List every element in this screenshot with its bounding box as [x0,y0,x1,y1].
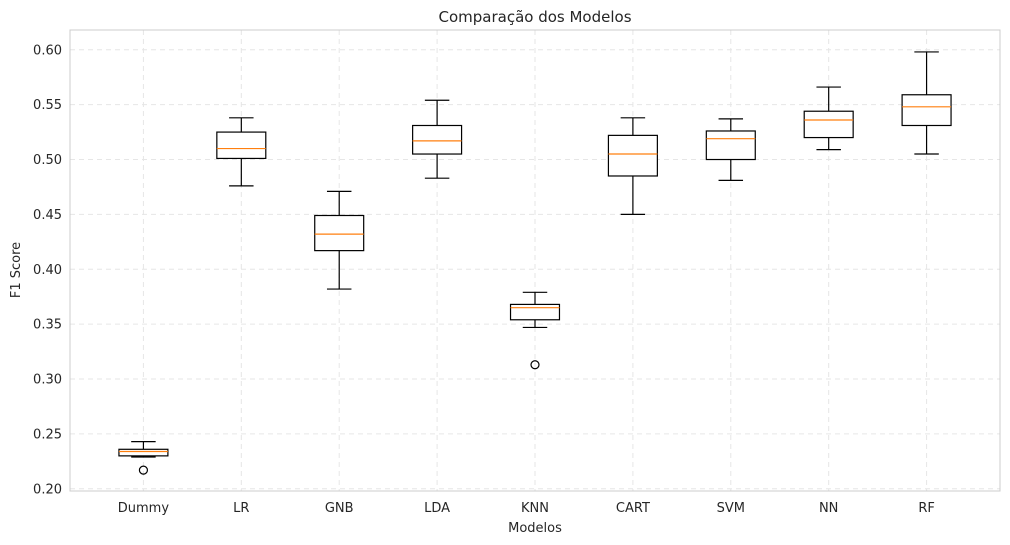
box-gnb [314,190,365,290]
box-layer [118,51,952,475]
box-iqr [607,134,658,177]
box-lr [216,117,267,187]
box-svm [705,118,756,181]
x-tick-label: NN [819,501,838,516]
box-iqr [509,303,561,321]
x-tick-label: CART [616,501,650,516]
box-iqr [118,448,169,457]
x-axis-ticks: Dummy LR GNB LDA KNN CART SVM NN RF [118,501,935,516]
x-tick-label: GNB [325,501,354,516]
outlier-point [530,360,540,370]
y-tick-label: 0.25 [33,427,62,442]
box-iqr [803,110,854,139]
box-lda [412,99,463,179]
y-tick-label: 0.50 [33,153,62,168]
y-tick-label: 0.35 [33,318,62,333]
x-tick-label: LDA [424,501,450,516]
box-cart [607,117,658,215]
box-iqr [314,214,365,252]
y-tick-label: 0.60 [33,43,62,58]
grid-lines [70,30,1000,491]
y-tick-label: 0.40 [33,263,62,278]
x-tick-label: LR [233,501,249,516]
box-knn [509,291,561,370]
box-nn [803,86,854,151]
y-tick-label: 0.45 [33,208,62,223]
y-tick-label: 0.55 [33,98,62,113]
x-tick-label: RF [918,501,935,516]
box-dummy [118,441,169,475]
box-rf [901,51,952,155]
y-tick-label: 0.30 [33,373,62,388]
chart-title: Comparação dos Modelos [438,8,631,26]
x-tick-label: KNN [521,501,549,516]
outlier-point [138,465,149,475]
y-tick-label: 0.20 [33,482,62,497]
plot-frame [69,29,1001,492]
x-axis-label: Modelos [508,521,562,536]
box-iqr [901,94,952,127]
box-iqr [412,124,463,155]
y-axis-ticks: 0.20 0.25 0.30 0.35 0.40 0.45 0.50 0.55 0.60 [33,43,62,497]
y-axis-label: F1 Score [9,242,24,298]
x-tick-label: Dummy [118,501,170,516]
box-iqr [705,130,756,161]
box-iqr [216,131,267,160]
x-tick-label: SVM [717,501,745,516]
